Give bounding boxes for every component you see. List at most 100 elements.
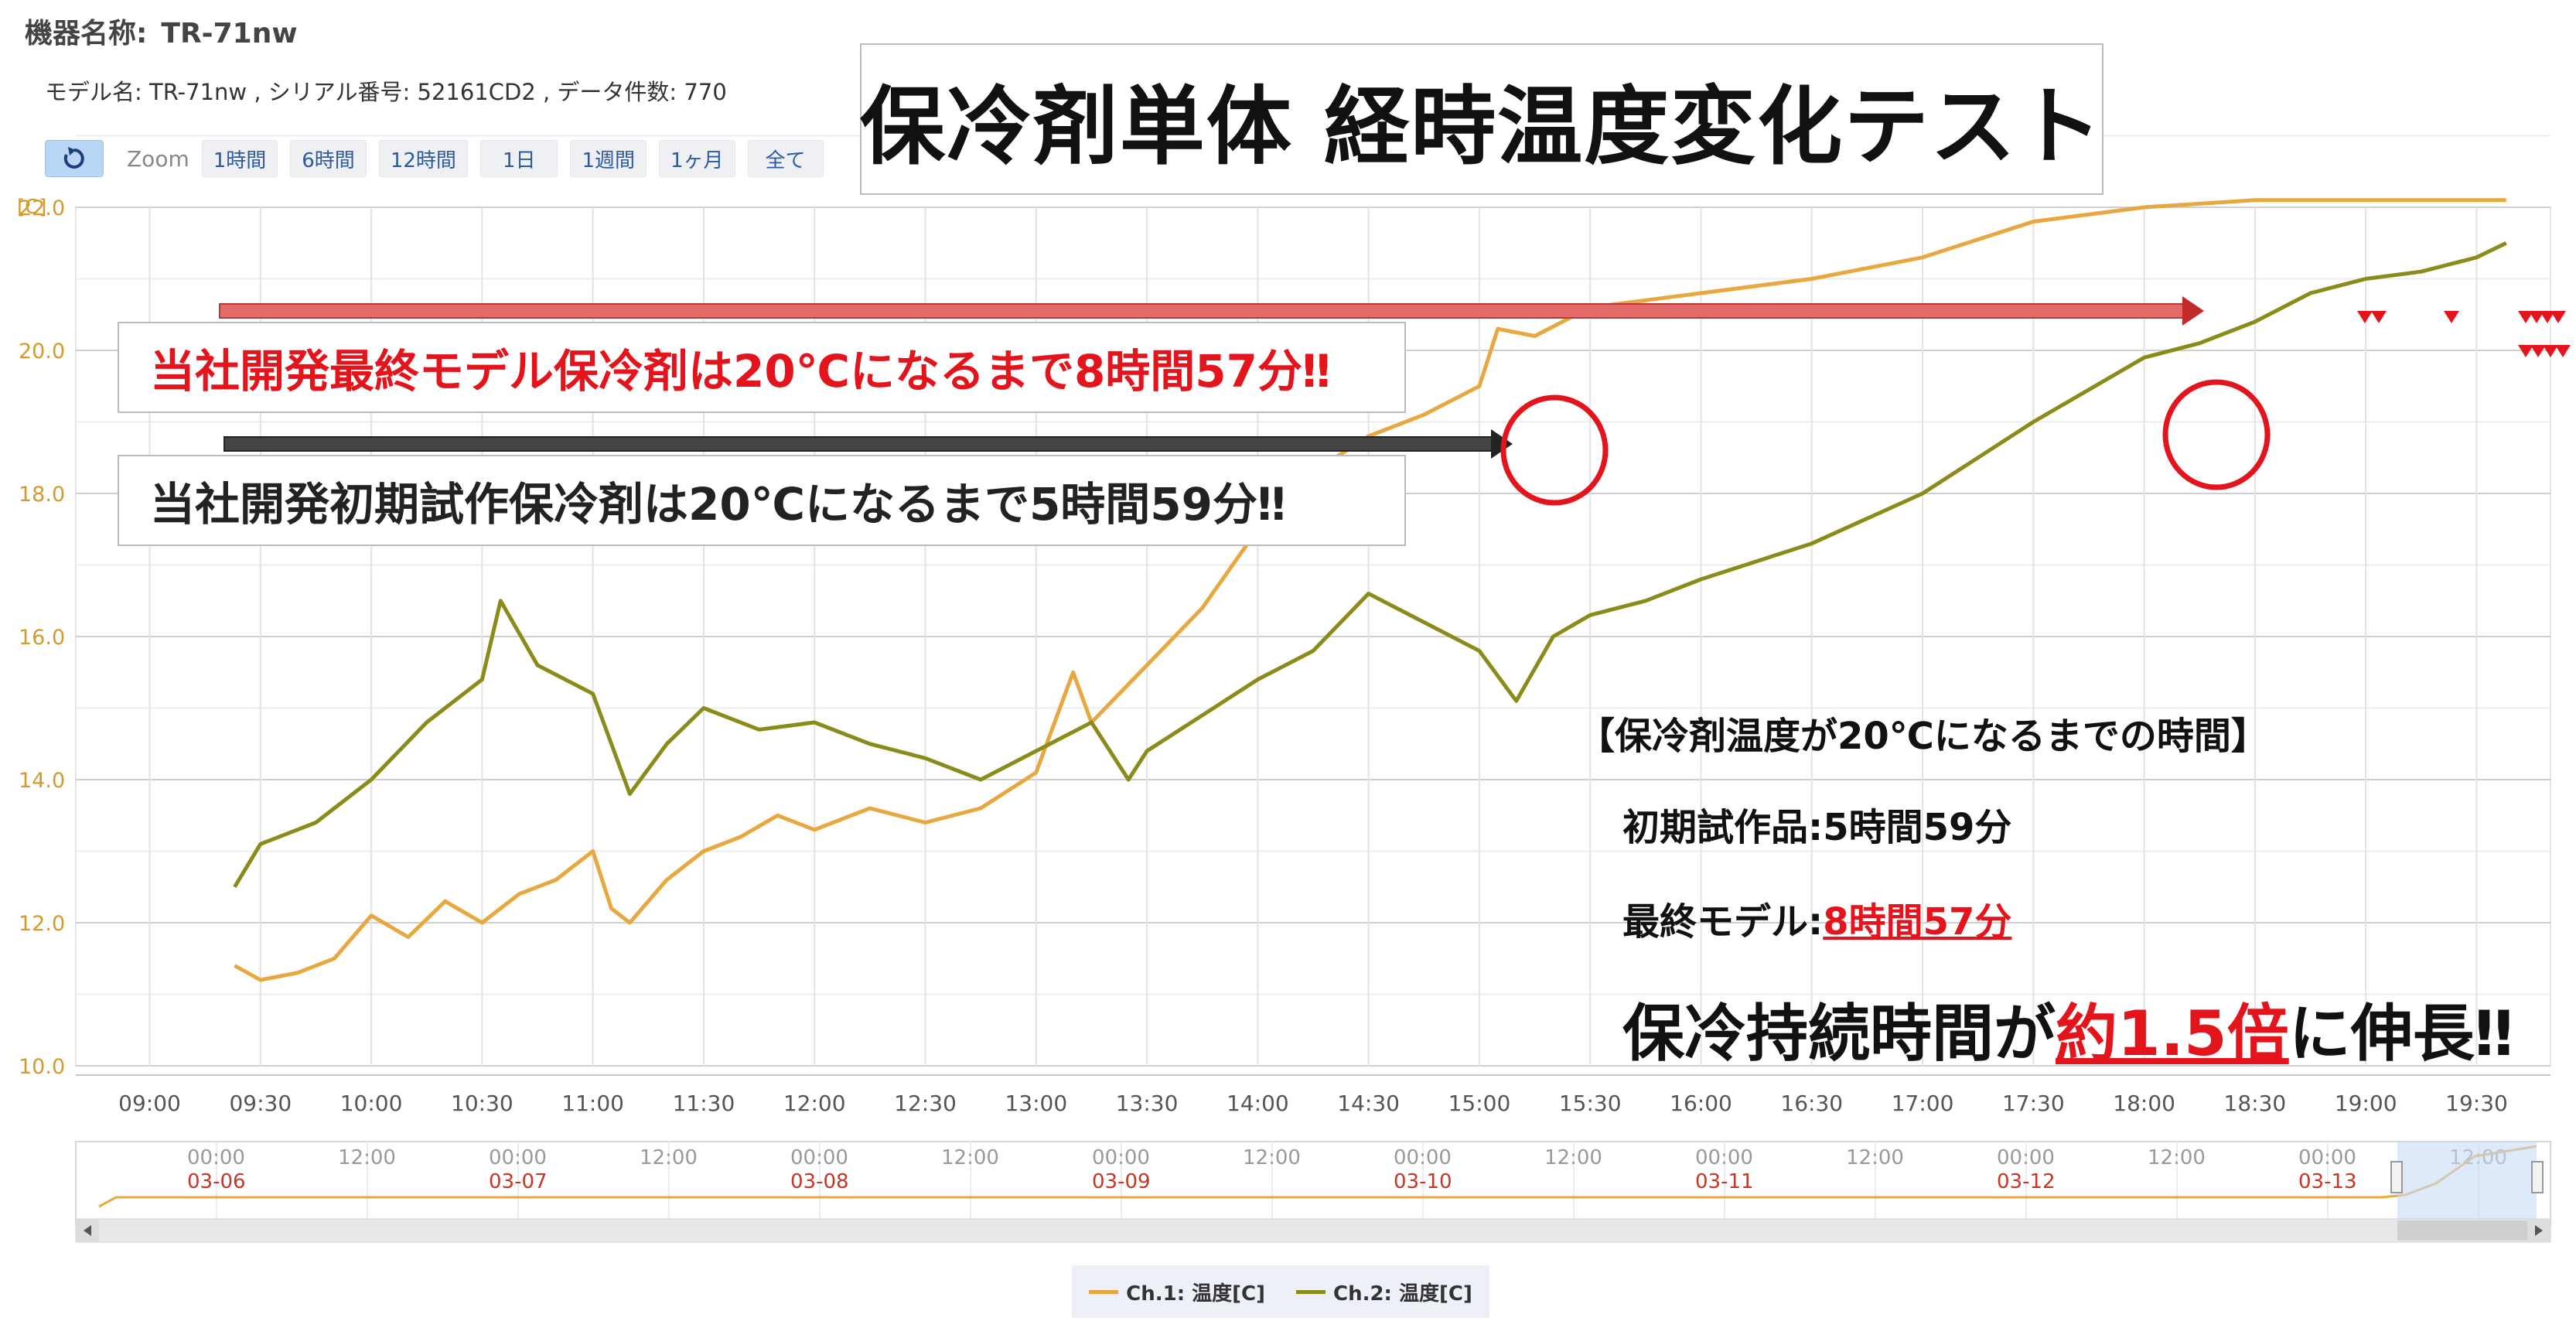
zoom-12h-button[interactable]: 12時間 bbox=[378, 140, 468, 177]
x-tick-label: 16:00 bbox=[1670, 1091, 1732, 1116]
device-name: 機器名称: TR-71nw bbox=[25, 11, 298, 51]
y-tick-label: 14.0 bbox=[19, 769, 65, 793]
x-tick-label: 19:30 bbox=[2445, 1091, 2508, 1116]
series-line-ch2 bbox=[233, 241, 2507, 889]
prototype-20c-marker bbox=[1500, 394, 1609, 506]
y-tick-label: 18.0 bbox=[19, 483, 65, 507]
legend-label-ch2: Ch.2: 温度[C] bbox=[1333, 1282, 1472, 1306]
y-tick-label: 22.0 bbox=[19, 196, 65, 220]
navigator-date-label: 03-13 bbox=[2298, 1170, 2357, 1193]
chart-title: 保冷剤単体 経時温度変化テスト bbox=[860, 43, 2103, 195]
x-axis: 09:00 09:30 10:00 10:30 11:00 11:30 12:00 12:30… bbox=[76, 207, 2550, 1116]
scrollbar-thumb[interactable] bbox=[2397, 1220, 2537, 1241]
final-20c-marker bbox=[2162, 379, 2271, 490]
navigator-tick-label: 12:00 bbox=[338, 1146, 396, 1169]
x-tick-label: 13:00 bbox=[1005, 1091, 1067, 1116]
y-axis-label: [C] bbox=[17, 196, 46, 219]
navigator-tick-label: 00:00 bbox=[2298, 1146, 2356, 1169]
navigator-tick-label: 00:00 bbox=[1394, 1146, 1452, 1169]
series-line-ch1 bbox=[234, 198, 2506, 982]
navigator-tick-label: 12:00 bbox=[1544, 1146, 1602, 1169]
x-tick-label: 10:30 bbox=[451, 1091, 513, 1116]
zoom-1d-button[interactable]: 1日 bbox=[479, 140, 558, 177]
navigator-scrollbar[interactable] bbox=[75, 1218, 2551, 1243]
summary-prototype: 初期試作品:5時間59分 bbox=[1622, 797, 2011, 851]
zoom-6h-button[interactable]: 6時間 bbox=[290, 140, 367, 177]
reset-icon bbox=[63, 147, 84, 169]
grid bbox=[75, 135, 2551, 1067]
final-model-callout: 当社開発最終モデル保冷剤は20℃になるまで8時間57分‼ bbox=[118, 322, 1406, 413]
legend-swatch-ch1 bbox=[1089, 1289, 1119, 1294]
chart-legend: Ch.1: 温度[C] Ch.2: 温度[C] bbox=[1072, 1265, 1489, 1318]
x-tick-label: 12:30 bbox=[894, 1091, 957, 1116]
navigator-tick-label: 12:00 bbox=[2148, 1146, 2206, 1169]
navigator-date-label: 03-11 bbox=[1695, 1170, 1754, 1193]
navigator-handle-right[interactable] bbox=[2531, 1161, 2544, 1193]
navigator-tick-label: 12:00 bbox=[941, 1146, 999, 1169]
model-info-text: モデル名: TR-71nw , シリアル番号: 52161CD2 , データ件数… bbox=[45, 79, 727, 105]
navigator-tick-label: 12:00 bbox=[640, 1146, 698, 1169]
x-tick-label: 19:00 bbox=[2335, 1091, 2397, 1116]
legend-label-ch1: Ch.1: 温度[C] bbox=[1126, 1282, 1265, 1306]
x-tick-label: 18:30 bbox=[2224, 1091, 2287, 1116]
y-tick-label: 16.0 bbox=[19, 626, 65, 650]
navigator-tick-label: 12:00 bbox=[1846, 1146, 1904, 1169]
legend-item-ch1[interactable]: Ch.1: 温度[C] bbox=[1089, 1278, 1265, 1306]
x-tick-label: 15:00 bbox=[1448, 1091, 1511, 1116]
navigator-date-label: 03-09 bbox=[1092, 1170, 1151, 1193]
x-tick-label: 11:30 bbox=[673, 1091, 735, 1116]
y-tick-label: 10.0 bbox=[19, 1055, 65, 1079]
prototype-callout: 当社開発初期試作保冷剤は20℃になるまで5時間59分‼ bbox=[118, 455, 1406, 546]
x-tick-label: 09:00 bbox=[118, 1091, 181, 1116]
x-tick-label: 15:30 bbox=[1559, 1091, 1622, 1116]
zoom-1w-button[interactable]: 1週間 bbox=[570, 140, 647, 177]
x-tick-label: 16:30 bbox=[1780, 1091, 1843, 1116]
navigator-date-label: 03-08 bbox=[790, 1170, 849, 1193]
navigator-grid: 00:00 12:00 00:00 12:00 00:00 12:00 00:00 12:00… bbox=[187, 1142, 2507, 1224]
navigator-tick-label: 12:00 bbox=[1243, 1146, 1301, 1169]
conclusion: 保冷持続時間が約1.5倍に伸長‼ bbox=[1622, 984, 2513, 1074]
x-tick-label: 17:30 bbox=[2002, 1091, 2065, 1116]
legend-item-ch2[interactable]: Ch.2: 温度[C] bbox=[1296, 1278, 1472, 1306]
summary-title: 【保冷剤温度が20℃になるまでの時間】 bbox=[1578, 715, 2268, 758]
series bbox=[233, 198, 2507, 982]
navigator-date-label: 03-12 bbox=[1997, 1170, 2056, 1193]
navigator-tick-label: 00:00 bbox=[1092, 1146, 1150, 1169]
x-tick-label: 13:30 bbox=[1116, 1091, 1179, 1116]
x-tick-label: 18:00 bbox=[2113, 1091, 2175, 1116]
reset-zoom-button[interactable] bbox=[45, 140, 104, 177]
y-axis: 10.0 12.0 14.0 16.0 18.0 20.0 22.0 bbox=[19, 196, 65, 1079]
navigator-handle-left[interactable] bbox=[2390, 1161, 2403, 1193]
x-tick-label: 17:00 bbox=[1892, 1091, 1954, 1116]
navigator-selection[interactable] bbox=[2397, 1142, 2537, 1224]
x-tick-label: 10:00 bbox=[340, 1091, 403, 1116]
summary-prototype-label: 初期試作品: bbox=[1622, 806, 1824, 849]
legend-swatch-ch2 bbox=[1296, 1289, 1326, 1294]
zoom-1m-button[interactable]: 1ヶ月 bbox=[659, 140, 735, 177]
summary-final: 最終モデル:8時間57分 bbox=[1622, 891, 2011, 945]
alarm-markers bbox=[2357, 311, 2571, 357]
x-tick-label: 09:30 bbox=[229, 1091, 292, 1116]
navigator-tick-label: 00:00 bbox=[187, 1146, 245, 1169]
x-tick-label: 14:30 bbox=[1337, 1091, 1400, 1116]
navigator-tick-label: 00:00 bbox=[790, 1146, 848, 1169]
navigator-tick-label: 00:00 bbox=[1997, 1146, 2055, 1169]
time-navigator[interactable]: 00:00 12:00 00:00 12:00 00:00 12:00 00:00 12:00… bbox=[75, 1141, 2551, 1224]
y-tick-label: 12.0 bbox=[19, 912, 65, 936]
navigator-date-label: 03-06 bbox=[187, 1170, 246, 1193]
navigator-date-label: 03-10 bbox=[1394, 1170, 1452, 1193]
navigator-tick-label: 00:00 bbox=[1695, 1146, 1753, 1169]
conclusion-value: 約1.5倍 bbox=[2056, 998, 2289, 1070]
zoom-all-button[interactable]: 全て bbox=[747, 140, 824, 177]
x-tick-label: 14:00 bbox=[1227, 1091, 1289, 1116]
zoom-label: Zoom bbox=[127, 145, 189, 172]
zoom-1h-button[interactable]: 1時間 bbox=[201, 140, 278, 177]
x-tick-label: 12:00 bbox=[783, 1091, 846, 1116]
summary-final-label: 最終モデル: bbox=[1622, 900, 1824, 944]
navigator-tick-label: 00:00 bbox=[489, 1146, 547, 1169]
device-name-value: TR-71nw bbox=[161, 18, 298, 50]
navigator-date-label: 03-07 bbox=[489, 1170, 548, 1193]
y-tick-label: 20.0 bbox=[19, 340, 65, 364]
device-name-label: 機器名称: bbox=[25, 18, 148, 50]
